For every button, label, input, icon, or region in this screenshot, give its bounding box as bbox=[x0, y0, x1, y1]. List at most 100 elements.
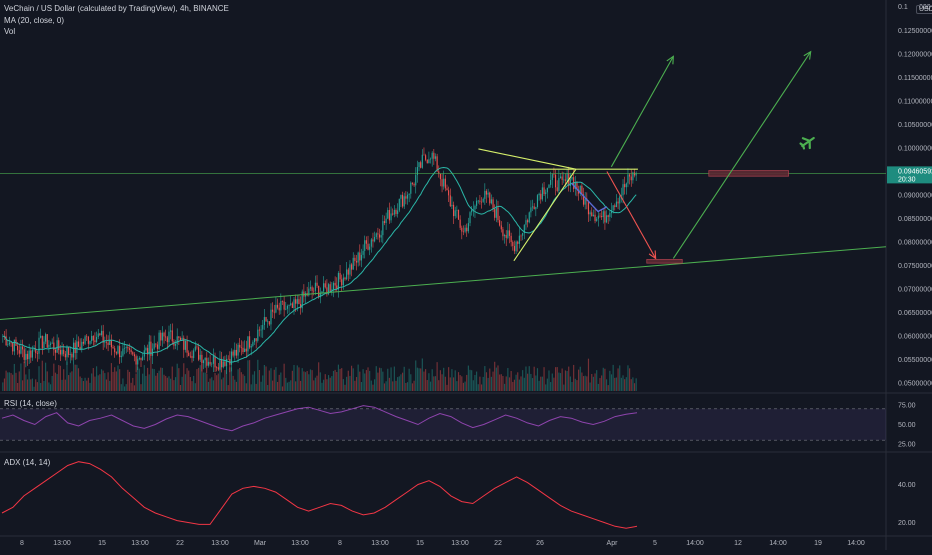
volume-bar bbox=[31, 378, 34, 391]
candle-body bbox=[272, 309, 274, 312]
volume-bar bbox=[415, 360, 417, 391]
volume-bar bbox=[610, 374, 613, 391]
price-tick-label: 0.11500000 bbox=[898, 75, 932, 82]
current-price-value: 0.09460592 bbox=[898, 168, 932, 175]
candle-body bbox=[443, 178, 445, 187]
current-price-badge bbox=[887, 166, 932, 184]
candle-body bbox=[569, 179, 571, 186]
volume-bar bbox=[454, 370, 456, 391]
volume-bar bbox=[329, 377, 331, 391]
candle-body bbox=[397, 210, 399, 214]
volume-bar bbox=[148, 374, 150, 391]
candle-body bbox=[91, 335, 93, 342]
candle-body bbox=[150, 341, 152, 356]
volume-bar bbox=[462, 382, 465, 391]
time-tick-label: 22 bbox=[176, 540, 184, 547]
candle-body bbox=[45, 334, 47, 342]
candle-body bbox=[114, 348, 116, 353]
volume-bar bbox=[604, 368, 606, 391]
volume-bar bbox=[563, 384, 565, 391]
volume-bar bbox=[12, 374, 14, 391]
volume-bar bbox=[477, 384, 479, 391]
candle-body bbox=[10, 342, 12, 344]
candle-body bbox=[543, 187, 545, 195]
volume-bar bbox=[188, 370, 190, 391]
volume-bar bbox=[635, 378, 637, 391]
volume-bar bbox=[360, 381, 363, 391]
candle-body bbox=[142, 356, 144, 360]
candle-body bbox=[538, 193, 540, 196]
volume-bar bbox=[354, 380, 356, 391]
zone-box-0 bbox=[708, 170, 789, 177]
candle-body bbox=[576, 182, 578, 190]
volume-bar bbox=[556, 367, 558, 391]
candle-body bbox=[563, 179, 565, 181]
candle-body bbox=[632, 172, 634, 181]
volume-bar bbox=[397, 377, 399, 391]
volume-bar bbox=[150, 358, 152, 391]
volume-bar bbox=[79, 376, 81, 391]
candle-body bbox=[43, 341, 45, 349]
candle-body bbox=[492, 199, 494, 210]
candle-body bbox=[459, 219, 461, 228]
candle-body bbox=[370, 239, 372, 247]
price-tick-label-top: 0.1 bbox=[898, 4, 908, 11]
volume-bar bbox=[612, 364, 614, 391]
volume-bar bbox=[217, 373, 219, 391]
volume-bar bbox=[181, 376, 183, 391]
volume-bar bbox=[439, 370, 441, 391]
candle-body bbox=[258, 329, 261, 331]
volume-bar bbox=[147, 367, 149, 391]
volume-bar bbox=[54, 372, 57, 391]
volume-bar bbox=[250, 384, 252, 391]
candle-body bbox=[20, 346, 22, 354]
candle-body bbox=[433, 152, 435, 159]
volume-bar bbox=[222, 377, 224, 391]
volume-bar bbox=[346, 376, 348, 391]
volume-bar bbox=[378, 367, 381, 391]
candle-body bbox=[84, 336, 86, 344]
volume-bar bbox=[168, 376, 170, 391]
candle-body bbox=[619, 196, 621, 204]
volume-bar bbox=[457, 372, 460, 391]
candle-body bbox=[87, 336, 89, 344]
volume-bar bbox=[143, 365, 145, 391]
volume-bar bbox=[104, 373, 106, 391]
pattern-line-2 bbox=[513, 168, 577, 262]
candle-body bbox=[58, 340, 60, 351]
volume-bar bbox=[406, 382, 409, 391]
volume-bar bbox=[451, 369, 453, 391]
candle-body bbox=[265, 317, 267, 322]
candle-body bbox=[291, 303, 293, 308]
candle-body bbox=[28, 350, 30, 360]
volume-bar bbox=[45, 362, 47, 391]
volume-bar bbox=[393, 366, 395, 391]
candle-body bbox=[268, 321, 270, 325]
volume-bar bbox=[586, 376, 588, 391]
candle-body bbox=[68, 347, 70, 355]
volume-bar bbox=[540, 376, 542, 391]
candle-body bbox=[170, 330, 172, 332]
volume-bar bbox=[314, 377, 316, 391]
candle-body bbox=[627, 174, 629, 184]
volume-bar bbox=[582, 376, 585, 391]
volume-bar bbox=[377, 372, 379, 391]
volume-bar bbox=[619, 365, 621, 391]
candle-body bbox=[155, 343, 157, 345]
candle-body bbox=[69, 353, 71, 355]
volume-bar bbox=[423, 371, 425, 391]
candle-body bbox=[535, 206, 537, 210]
volume-bar bbox=[13, 363, 15, 391]
candle-body bbox=[86, 336, 88, 338]
candle-body bbox=[359, 252, 361, 261]
candle-body bbox=[130, 349, 132, 353]
volume-bar bbox=[566, 370, 568, 391]
candle-body bbox=[56, 340, 58, 353]
volume-bar bbox=[273, 369, 275, 391]
currency-badge[interactable]: USD bbox=[916, 5, 932, 14]
price-tick-label: 0.10000000 bbox=[898, 146, 932, 153]
candle-body bbox=[7, 344, 9, 346]
volume-bar bbox=[278, 374, 280, 391]
